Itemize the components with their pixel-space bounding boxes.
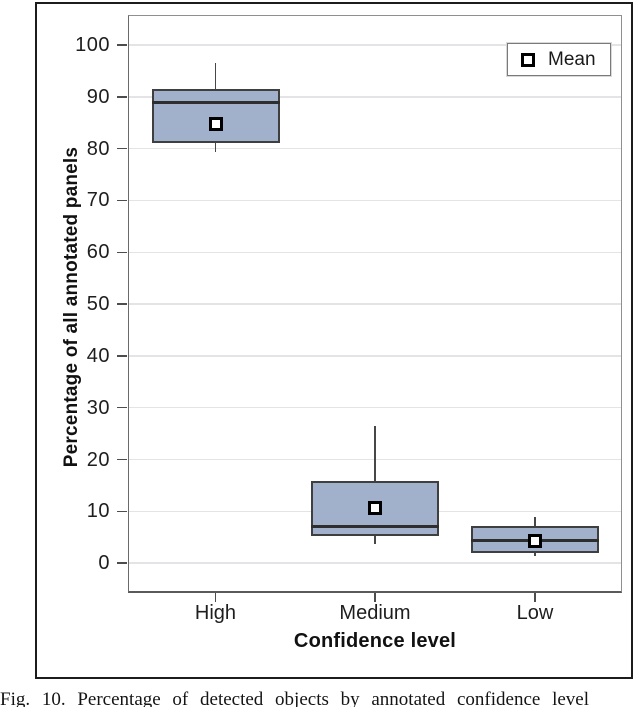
x-tick-label-high: High [194, 602, 237, 624]
y-tick-70 [117, 199, 127, 202]
y-tick-label-30: 30 [86, 396, 110, 419]
gridline-70 [129, 199, 621, 202]
y-tick-label-0: 0 [98, 552, 110, 575]
mean-marker-high [208, 117, 223, 132]
gridline-100 [129, 44, 621, 46]
x-tick-medium [374, 593, 376, 602]
gridline-40 [129, 355, 621, 357]
y-tick-0 [117, 562, 127, 564]
y-tick-label-90: 90 [86, 85, 110, 108]
gridline-50 [129, 303, 621, 305]
x-axis-title: Confidence level [293, 630, 457, 652]
box-high [151, 89, 280, 144]
y-tick-90 [117, 96, 127, 98]
y-tick-label-40: 40 [86, 344, 110, 367]
y-tick-label-10: 10 [86, 500, 110, 523]
x-tick-label-medium: Medium [339, 602, 411, 624]
y-tick-100 [117, 44, 127, 46]
y-tick-10 [117, 510, 127, 513]
legend-label: Mean [548, 48, 596, 70]
gridline-90 [129, 96, 621, 98]
mean-marker-low [528, 533, 542, 548]
x-tick-low [534, 593, 536, 602]
median-high [151, 100, 280, 104]
x-tick-high [214, 593, 217, 602]
y-tick-80 [117, 147, 127, 150]
y-tick-label-50: 50 [86, 293, 110, 316]
y-tick-label-100: 100 [75, 34, 110, 56]
plot-frame [128, 15, 622, 593]
y-tick-label-60: 60 [86, 241, 110, 264]
y-tick-label-20: 20 [86, 448, 110, 471]
gridline-80 [129, 147, 621, 150]
figure-border [35, 2, 633, 679]
y-tick-label-80: 80 [86, 137, 110, 160]
legend: Mean [507, 43, 611, 76]
gridline-60 [129, 251, 621, 254]
y-tick-60 [117, 251, 127, 254]
y-tick-50 [117, 303, 127, 305]
y-tick-20 [117, 458, 127, 461]
y-axis-title: Percentage of all annotated panels [61, 146, 82, 468]
mean-marker-icon [521, 52, 535, 67]
y-tick-40 [117, 355, 127, 357]
figure-caption: Fig. 10. Percentage of detected objects … [0, 689, 589, 707]
mean-marker-medium [368, 501, 382, 516]
x-tick-label-low: Low [516, 602, 554, 624]
y-tick-30 [117, 406, 127, 409]
median-medium [311, 524, 439, 528]
y-tick-label-70: 70 [86, 189, 110, 212]
gridline-0 [129, 562, 621, 564]
gridline-30 [129, 406, 621, 409]
